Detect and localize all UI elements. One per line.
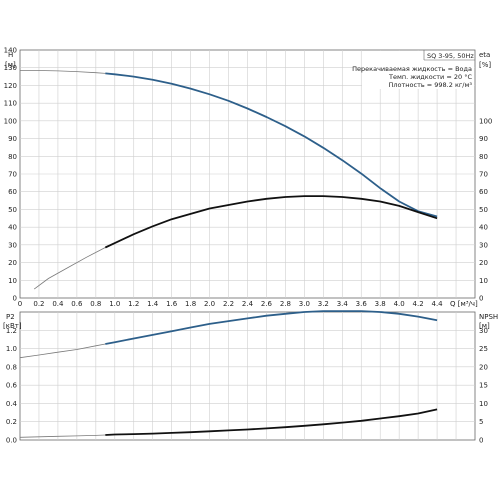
y-right-tick-label: 80: [479, 153, 488, 161]
top-grid: [20, 50, 475, 298]
x-tick-label: 1.8: [185, 300, 196, 308]
efficiency-curve-extended: [33, 247, 106, 290]
x-tick-label: 2.6: [261, 300, 273, 308]
x-tick-label: 4.4: [432, 300, 444, 308]
x-tick-label: 4.2: [413, 300, 424, 308]
p2-tick-label: 1.0: [6, 345, 17, 353]
y-left-tick-label: 60: [8, 188, 17, 196]
y-left-tick-label: 90: [8, 135, 17, 143]
p2-tick-label: 0.6: [6, 382, 18, 390]
head-curve-extended: [19, 70, 106, 74]
y-right-tick-label: 50: [479, 206, 488, 214]
x-axis-title: Q [м³/ч]: [450, 300, 478, 308]
npsh-tick-label: 25: [479, 345, 488, 353]
p2-tick-label: 0.4: [6, 400, 18, 408]
y-left-tick-label: 80: [8, 153, 17, 161]
y-left-tick-label: 140: [4, 47, 17, 55]
bottom-left-axis-title: P2: [6, 313, 15, 321]
y-right-tick-label: 90: [479, 135, 488, 143]
x-tick-label: 0.4: [52, 300, 64, 308]
x-tick-label: 3.8: [375, 300, 386, 308]
y-right-tick-label: 10: [479, 277, 488, 285]
top-left-axis-title: H: [8, 51, 13, 59]
bottom-right-axis-unit: [м]: [479, 322, 490, 330]
bottom-right-axis-title: NPSH: [479, 313, 498, 321]
curves: [19, 70, 438, 438]
npsh-tick-label: 0: [479, 437, 483, 445]
p2-tick-label: 1.2: [6, 327, 17, 335]
info-box-background: [362, 51, 474, 89]
power-curve: [105, 310, 438, 345]
y-right-tick-label: 0: [479, 295, 483, 303]
head-curve: [105, 72, 438, 218]
y-left-tick-label: 130: [4, 64, 17, 72]
npsh-curve: [105, 408, 438, 436]
x-tick-label: 2.2: [223, 300, 234, 308]
x-tick-label: 3.2: [318, 300, 329, 308]
y-left-tick-label: 40: [8, 224, 17, 232]
top-left-axis-unit: [м]: [5, 61, 16, 69]
y-right-tick-label: 40: [479, 224, 488, 232]
npsh-tick-label: 30: [479, 327, 488, 335]
x-tick-label: 4.0: [394, 300, 405, 308]
y-left-tick-label: 10: [8, 277, 17, 285]
x-tick-label: 3.4: [337, 300, 349, 308]
x-tick-label: 2.0: [204, 300, 215, 308]
x-tick-label: 0: [18, 300, 22, 308]
x-tick-label: 0.8: [90, 300, 101, 308]
info-line-density: Плотность = 998.2 кг/м³: [388, 81, 472, 89]
x-tick-label: 1.4: [147, 300, 159, 308]
info-line-fluid: Перекачиваемая жидкость = Вода: [352, 65, 472, 73]
top-right-axis-title: eta: [479, 51, 490, 59]
info-box: SQ 3-95, 50Hz Перекачиваемая жидкость = …: [352, 50, 475, 89]
y-left-tick-label: 50: [8, 206, 17, 214]
x-tick-label: 2.4: [242, 300, 254, 308]
y-right-tick-label: 30: [479, 241, 488, 249]
x-tick-label: 1.0: [109, 300, 120, 308]
y-left-tick-label: 120: [4, 82, 17, 90]
power-curve-extended: [19, 343, 106, 359]
p2-tick-label: 0.0: [6, 437, 17, 445]
x-tick-label: 3.0: [299, 300, 310, 308]
x-tick-label: 1.2: [128, 300, 139, 308]
y-left-tick-label: 30: [8, 241, 17, 249]
info-line-temperature: Темп. жидкости = 20 °C: [388, 73, 472, 81]
chart-title: SQ 3-95, 50Hz: [427, 52, 474, 60]
top-right-axis-unit: [%]: [479, 61, 491, 69]
efficiency-curve: [104, 195, 438, 249]
y-right-tick-label: 60: [479, 188, 488, 196]
npsh-tick-label: 20: [479, 363, 488, 371]
npsh-tick-label: 10: [479, 400, 488, 408]
y-left-tick-label: 100: [4, 117, 17, 125]
bottom-grid: [20, 312, 475, 440]
npsh-curve-extended: [19, 434, 106, 438]
y-left-tick-label: 0: [13, 295, 17, 303]
x-tick-label: 3.6: [356, 300, 368, 308]
npsh-tick-label: 15: [479, 382, 488, 390]
y-left-tick-label: 70: [8, 171, 17, 179]
p2-tick-label: 0.2: [6, 418, 17, 426]
y-right-tick-label: 100: [479, 117, 492, 125]
x-tick-label: 2.8: [280, 300, 291, 308]
npsh-tick-label: 5: [479, 418, 483, 426]
x-tick-label: 1.6: [166, 300, 178, 308]
x-tick-label: 0.6: [71, 300, 83, 308]
y-right-tick-label: 70: [479, 171, 488, 179]
y-left-tick-label: 20: [8, 259, 17, 267]
tick-labels: 0 0.2 0.4 0.6 0.8 1.0 1.2 1.4 1.6 1.8 2.0 2.2 2.4 2.6…: [4, 47, 493, 445]
bottom-left-axis-unit: [кВт]: [3, 322, 22, 330]
y-left-tick-label: 110: [4, 100, 17, 108]
y-right-tick-label: 20: [479, 259, 488, 267]
x-tick-label: 0.2: [33, 300, 44, 308]
p2-tick-label: 0.8: [6, 363, 17, 371]
